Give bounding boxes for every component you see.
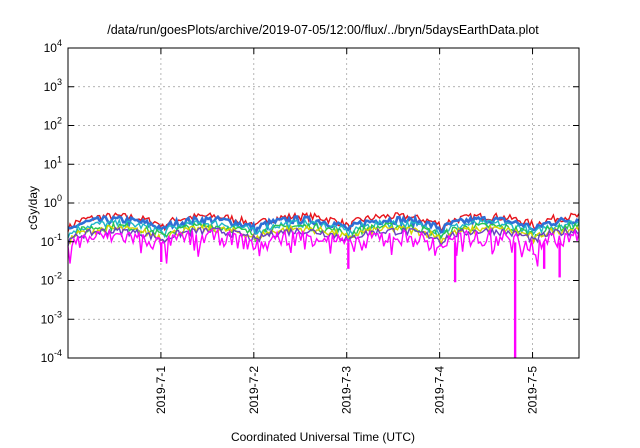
y-tick-label: 100: [44, 193, 62, 210]
series-group: [67, 211, 580, 358]
series-line: [67, 227, 580, 267]
x-axis-label: Coordinated Universal Time (UTC): [231, 430, 415, 444]
x-tick-label: 2019-7-5: [526, 366, 540, 414]
x-tick-label: 2019-7-4: [433, 366, 447, 414]
series-line: [67, 211, 580, 234]
y-tick-label: 10-1: [41, 232, 62, 249]
series-line: [67, 213, 580, 235]
y-tick-label: 101: [44, 154, 62, 171]
x-tick-label: 2019-7-2: [247, 366, 261, 414]
y-axis-label: cGy/day: [26, 186, 40, 230]
y-tick-label: 104: [44, 38, 62, 55]
chart-title: /data/run/goesPlots/archive/2019-07-05/1…: [107, 23, 539, 37]
x-tick-label: 2019-7-3: [340, 366, 354, 414]
y-tick-label: 103: [44, 77, 62, 94]
y-tick-label: 10-3: [41, 309, 62, 326]
series-line: [67, 226, 580, 247]
y-tick-label: 102: [44, 116, 62, 133]
x-ticks: 2019-7-1 2019-7-2 2019-7-3 2019-7-4 2019-7-5: [154, 48, 540, 414]
y-tick-label: 10-2: [41, 271, 62, 288]
grid: [68, 48, 579, 358]
x-tick-label: 2019-7-1: [154, 366, 168, 414]
y-tick-label: 10-4: [41, 348, 62, 365]
